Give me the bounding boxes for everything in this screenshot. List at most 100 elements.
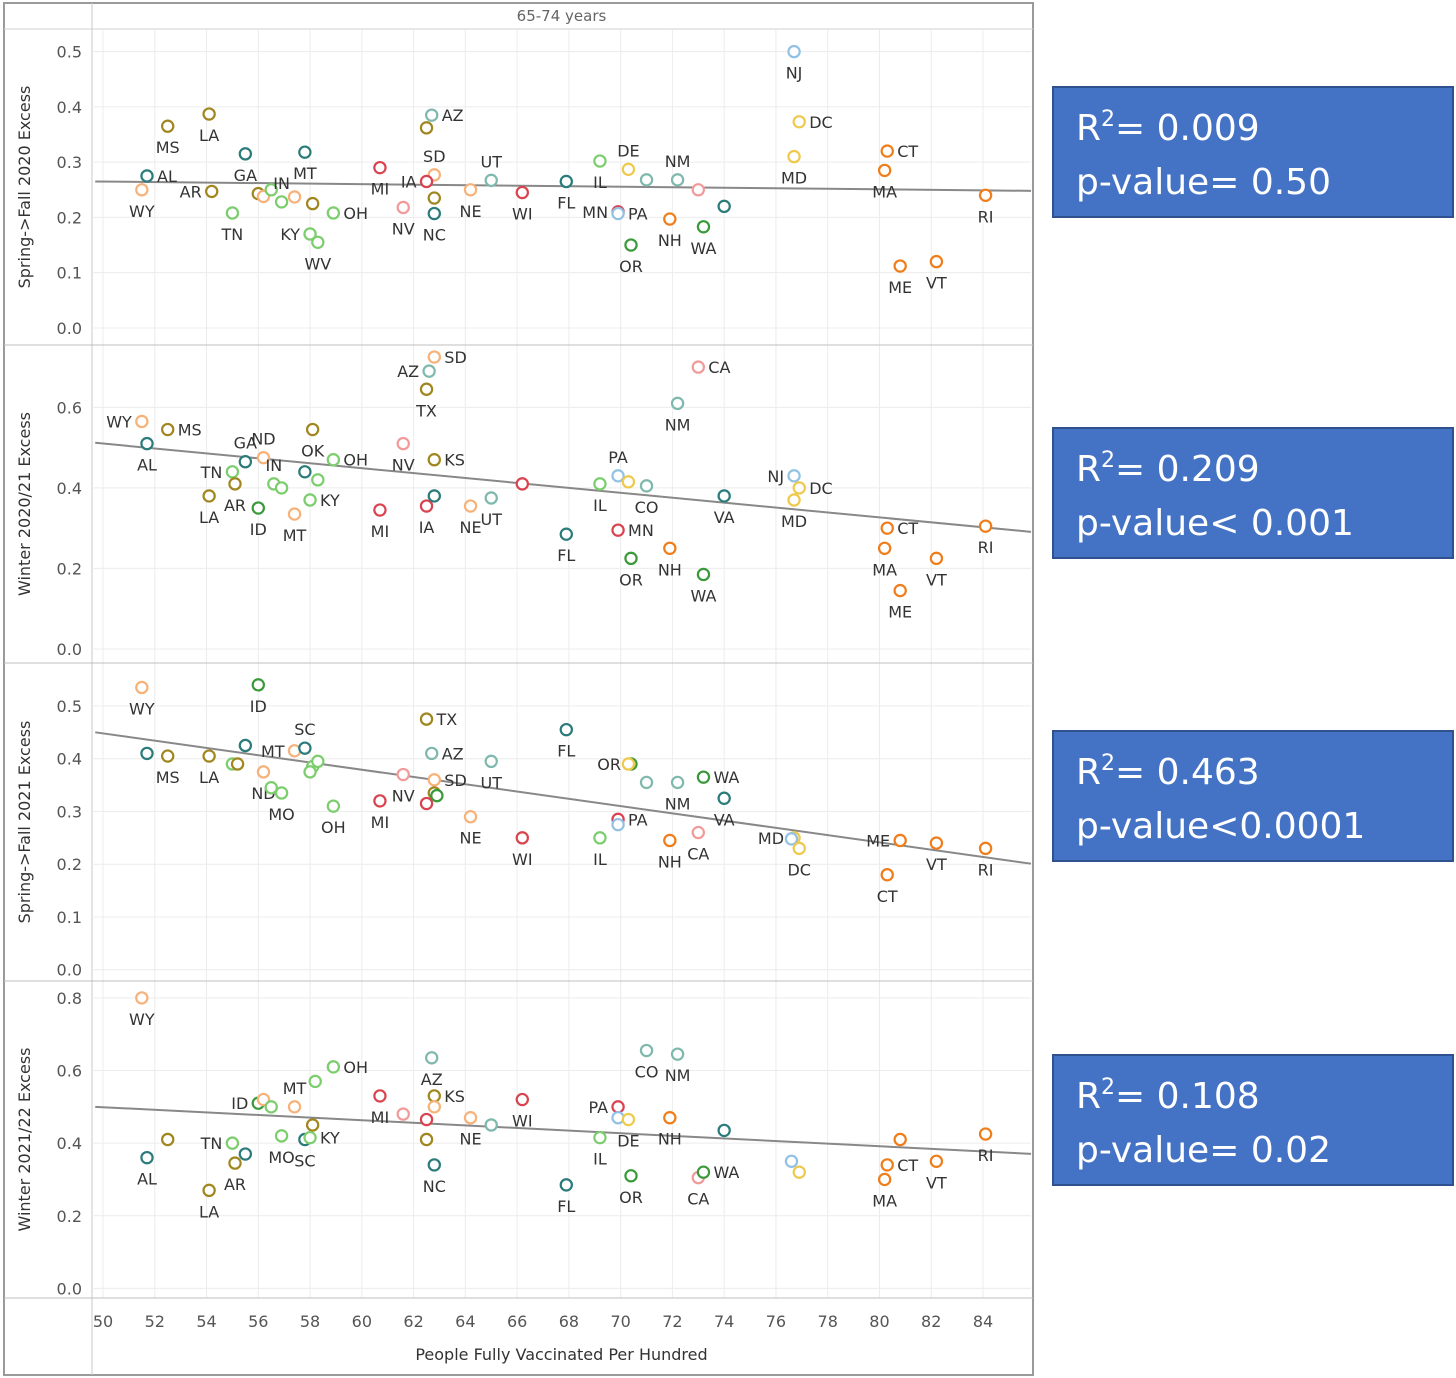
- point-label: IL: [593, 496, 607, 515]
- x-tick-label: 78: [818, 1312, 838, 1331]
- data-point: [463, 810, 478, 824]
- data-point: [419, 121, 434, 135]
- data-point: [256, 450, 271, 465]
- data-point: [593, 831, 607, 845]
- point-label: CA: [687, 845, 709, 864]
- y-tick-label: 0.2: [57, 208, 82, 227]
- trend-line: [95, 1105, 1032, 1155]
- point-label: MN: [582, 203, 608, 222]
- point-label: KS: [444, 1087, 465, 1106]
- x-tick-label: 50: [93, 1312, 113, 1331]
- point-label: AR: [180, 182, 202, 201]
- data-point: [663, 212, 677, 226]
- point-label: AR: [224, 1175, 246, 1194]
- point-label: IN: [265, 456, 282, 475]
- point-label: VT: [926, 570, 947, 589]
- data-point: [484, 754, 498, 769]
- p-value-text: p-value= 0.02: [1076, 1130, 1331, 1171]
- data-point: [427, 773, 441, 787]
- y-tick-label: 0.3: [57, 153, 82, 172]
- data-point: [161, 422, 175, 437]
- data-point: [784, 832, 799, 846]
- point-label: WV: [304, 254, 331, 273]
- point-label: CA: [687, 1190, 709, 1209]
- point-label: WY: [106, 412, 132, 431]
- stats-box-2: R2= 0.209 p-value< 0.001: [1052, 427, 1454, 559]
- data-point: [877, 163, 892, 178]
- point-label: DE: [617, 1132, 639, 1151]
- x-tick-label: 58: [300, 1312, 320, 1331]
- y-tick-label: 0.4: [57, 750, 82, 769]
- point-label: SD: [444, 771, 466, 790]
- x-tick-label: 60: [352, 1312, 372, 1331]
- point-label: VA: [714, 508, 735, 527]
- data-point: [624, 1169, 638, 1183]
- point-label: IL: [593, 173, 607, 192]
- point-label: KY: [280, 225, 300, 244]
- point-label: LA: [199, 1202, 219, 1221]
- data-point: [877, 541, 892, 555]
- data-point: [427, 1100, 441, 1114]
- point-label: AL: [137, 456, 157, 475]
- point-label: OH: [343, 204, 368, 223]
- y-tick-label: 0.2: [57, 855, 82, 874]
- data-point: [140, 1150, 154, 1165]
- point-label: UT: [480, 510, 502, 529]
- point-label: TN: [221, 225, 244, 244]
- x-tick-label: 66: [507, 1312, 527, 1331]
- point-label: NM: [665, 152, 691, 171]
- point-label: NM: [665, 1066, 691, 1085]
- point-label: VT: [926, 855, 947, 874]
- data-point: [593, 1130, 607, 1145]
- data-point: [228, 1156, 242, 1170]
- point-label: MI: [371, 1108, 390, 1127]
- point-label: WY: [129, 1010, 155, 1029]
- x-tick-label: 84: [973, 1312, 993, 1331]
- data-point: [396, 200, 410, 215]
- point-label: CT: [877, 887, 898, 906]
- data-point: [611, 523, 625, 537]
- data-point: [978, 1127, 993, 1141]
- y-axis-title: Winter 2020/21 Excess: [15, 412, 34, 596]
- point-label: WA: [691, 239, 717, 258]
- point-label: OH: [343, 1058, 368, 1077]
- data-point: [202, 749, 216, 763]
- x-tick-label: 80: [869, 1312, 889, 1331]
- data-point: [515, 185, 529, 200]
- data-point: [792, 481, 806, 495]
- data-point: [419, 382, 434, 396]
- data-point: [691, 360, 705, 374]
- point-label: KY: [320, 491, 340, 510]
- point-label: PA: [628, 205, 648, 224]
- data-point: [238, 738, 253, 753]
- data-point: [161, 749, 175, 763]
- data-point: [427, 206, 441, 221]
- data-point: [880, 144, 894, 158]
- data-point: [515, 1092, 529, 1107]
- point-label: KY: [320, 1129, 340, 1148]
- data-point: [303, 765, 317, 779]
- point-label: MT: [293, 164, 317, 183]
- data-point: [978, 841, 993, 856]
- point-label: TX: [415, 401, 437, 420]
- x-tick-label: 56: [248, 1312, 268, 1331]
- data-point: [691, 183, 705, 197]
- r-squared-text: R2= 0.463: [1076, 751, 1260, 793]
- point-label: MO: [268, 805, 294, 824]
- data-point: [305, 196, 320, 211]
- point-label: ME: [866, 831, 890, 850]
- point-label: GA: [234, 166, 257, 185]
- data-point: [202, 107, 216, 121]
- point-label: WI: [512, 205, 533, 224]
- data-point: [373, 794, 387, 808]
- data-point: [427, 489, 441, 503]
- data-point: [663, 541, 677, 555]
- point-label: OR: [619, 570, 643, 589]
- point-label: WI: [512, 850, 533, 869]
- data-point: [515, 831, 529, 845]
- point-label: ME: [888, 278, 912, 297]
- data-point: [311, 473, 325, 487]
- data-point: [303, 1130, 317, 1145]
- point-label: OH: [321, 818, 346, 837]
- data-point: [287, 1100, 302, 1114]
